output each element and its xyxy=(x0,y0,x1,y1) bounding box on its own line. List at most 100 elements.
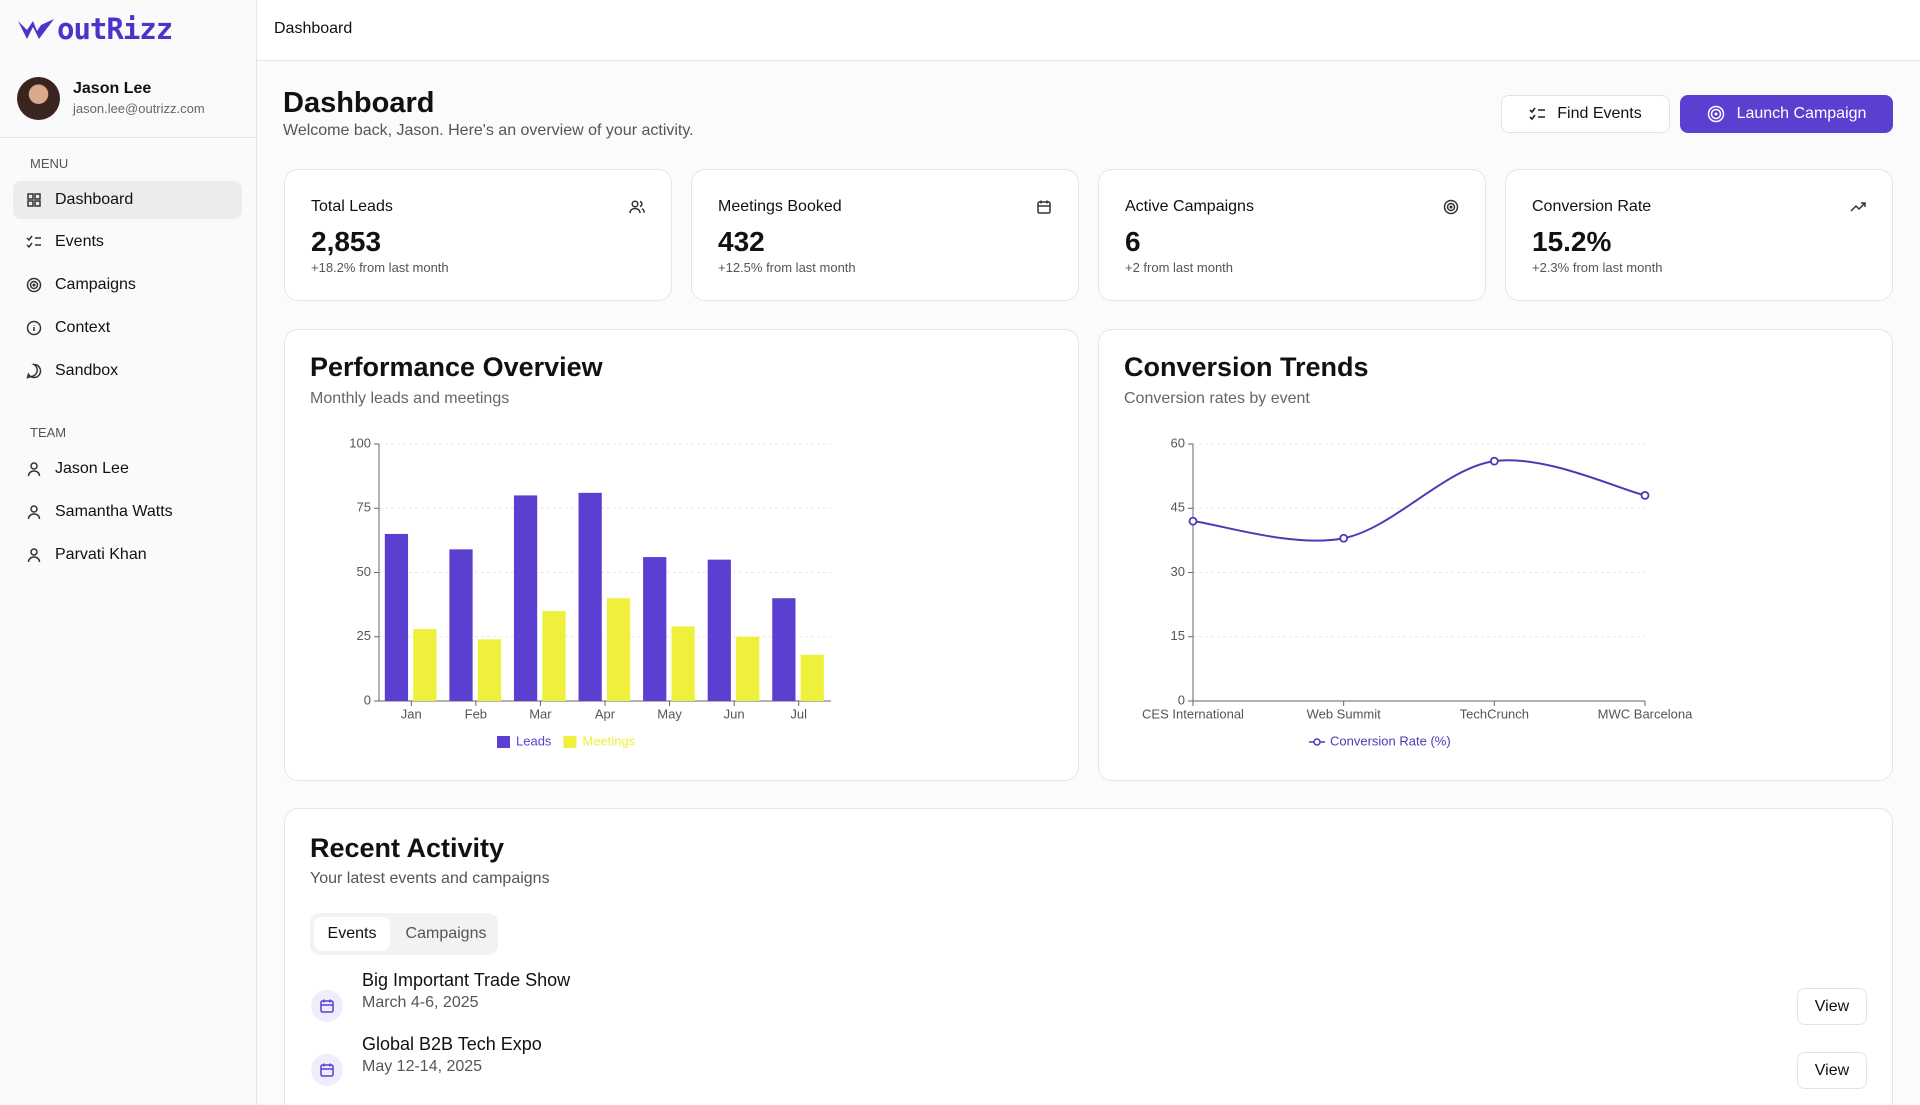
bar xyxy=(449,549,473,701)
icon xyxy=(1443,199,1459,220)
icon xyxy=(26,363,42,384)
menu-item-label: Dashboard xyxy=(55,191,134,208)
icon xyxy=(26,504,42,525)
icon xyxy=(26,277,42,298)
x-tick-label: Apr xyxy=(595,706,616,721)
menu-item[interactable]: Context xyxy=(13,309,242,347)
x-tick-label: Jul xyxy=(790,706,807,721)
user-name: Jason Lee xyxy=(73,80,152,97)
stat-label: Active Campaigns xyxy=(1125,198,1254,215)
icon xyxy=(1850,199,1866,220)
icon-shape xyxy=(26,363,42,379)
bar xyxy=(772,598,796,701)
icon xyxy=(26,192,42,213)
icon-shape xyxy=(27,462,41,477)
menu-item-label: Context xyxy=(55,319,111,336)
bar xyxy=(800,654,824,701)
x-tick-label: MWC Barcelona xyxy=(1598,706,1693,721)
point xyxy=(1640,490,1650,500)
line xyxy=(1192,459,1646,542)
chart-subtitle: Conversion rates by event xyxy=(1124,390,1310,407)
y-tick-label: 50 xyxy=(357,564,371,579)
launch-campaign-button[interactable]: Launch Campaign xyxy=(1680,95,1893,133)
team-member[interactable]: Parvati Khan xyxy=(13,536,242,574)
legend-swatch xyxy=(497,736,510,748)
icon-shape xyxy=(320,999,334,1013)
menu-item[interactable]: Sandbox xyxy=(13,352,242,390)
item-date: March 4-6, 2025 xyxy=(362,994,479,1011)
icon-shape xyxy=(1037,200,1051,214)
view-button[interactable]: View xyxy=(1797,988,1867,1025)
y-tick-label: 0 xyxy=(1178,692,1185,707)
bar xyxy=(542,611,566,701)
stat-value: 15.2% xyxy=(1532,226,1612,257)
team-member[interactable]: Samantha Watts xyxy=(13,493,242,531)
legend-swatch xyxy=(1313,738,1321,746)
stat-card: Meetings Booked 432 +12.5% from last month xyxy=(691,169,1079,301)
bar xyxy=(671,626,695,701)
icon-shape xyxy=(26,277,42,293)
menu-item[interactable]: Dashboard xyxy=(13,181,242,219)
stat-label: Conversion Rate xyxy=(1532,198,1652,215)
y-tick-label: 15 xyxy=(1171,628,1185,643)
bar xyxy=(513,495,538,701)
button-label: Launch Campaign xyxy=(1736,105,1867,122)
tab-label: Events xyxy=(327,925,377,942)
icon-shape xyxy=(629,200,645,214)
point xyxy=(1188,516,1198,526)
icon-shape xyxy=(27,193,41,207)
item-date: May 12-14, 2025 xyxy=(362,1058,483,1075)
icon-shape xyxy=(26,320,42,336)
team-label: TEAM xyxy=(30,425,67,440)
bar xyxy=(643,557,667,701)
item-icon xyxy=(311,1054,343,1086)
x-tick-label: Jun xyxy=(724,706,745,721)
view-label: View xyxy=(1814,1061,1850,1079)
legend-label: Meetings xyxy=(582,733,635,748)
y-tick-label: 100 xyxy=(349,435,371,450)
view-button[interactable]: View xyxy=(1797,1052,1867,1089)
icon-shape xyxy=(1443,199,1459,215)
sidebar: outRizz Jason Lee jason.lee@outrizz.com … xyxy=(0,0,257,1105)
menu-item[interactable]: Campaigns xyxy=(13,266,242,304)
icon xyxy=(1036,199,1052,220)
menu-label: MENU xyxy=(30,156,69,171)
bar xyxy=(413,629,437,701)
tab-label: Campaigns xyxy=(405,925,487,942)
x-tick-label: Jan xyxy=(401,706,422,721)
legend-label: Conversion Rate (%) xyxy=(1330,733,1451,748)
icon xyxy=(629,199,645,220)
y-tick-label: 30 xyxy=(1171,564,1185,579)
stat-value: 432 xyxy=(718,226,765,257)
logo-icon xyxy=(18,19,54,39)
x-tick-label: TechCrunch xyxy=(1460,706,1529,721)
stat-card: Total Leads 2,853 +18.2% from last month xyxy=(284,169,672,301)
stat-change: +18.2% from last month xyxy=(311,260,449,275)
view-label: View xyxy=(1814,997,1850,1015)
breadcrumb: Dashboard xyxy=(274,20,353,37)
legend-swatch xyxy=(563,736,577,748)
item-name: Big Important Trade Show xyxy=(362,970,571,990)
item-icon xyxy=(311,990,343,1022)
x-tick-label: Feb xyxy=(465,706,487,721)
tab-active[interactable]: Events xyxy=(314,917,390,951)
team-member[interactable]: Jason Lee xyxy=(13,450,242,488)
bar xyxy=(736,636,760,701)
stat-label: Meetings Booked xyxy=(718,198,842,215)
menu-item[interactable]: Events xyxy=(13,223,242,261)
team-member-label: Parvati Khan xyxy=(55,546,147,563)
icon xyxy=(1707,105,1724,123)
avatar xyxy=(17,77,60,120)
stat-card: Active Campaigns 6 +2 from last month xyxy=(1098,169,1486,301)
chart: 0 15 30 45 60 CES International Web Summit Tech… xyxy=(1142,435,1693,748)
tab[interactable]: Campaigns xyxy=(398,917,494,951)
stat-change: +2.3% from last month xyxy=(1532,260,1663,275)
find-events-button[interactable]: Find Events xyxy=(1501,95,1670,133)
bar xyxy=(384,533,409,701)
chart-subtitle: Monthly leads and meetings xyxy=(310,390,510,407)
y-tick-label: 60 xyxy=(1171,435,1185,450)
chart-card: Conversion Trends Conversion rates by ev… xyxy=(1098,329,1893,781)
page-title: Dashboard xyxy=(283,87,435,119)
stat-value: 2,853 xyxy=(311,226,382,257)
